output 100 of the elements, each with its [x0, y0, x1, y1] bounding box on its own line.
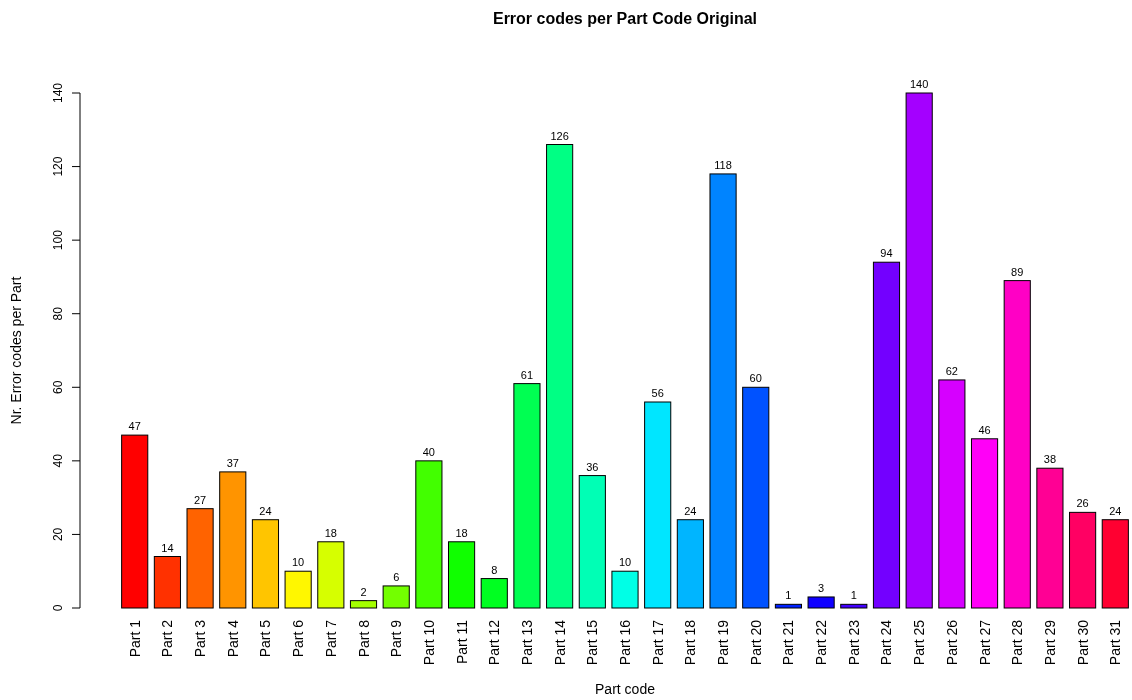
bar	[938, 379, 966, 609]
bar	[807, 596, 835, 609]
x-tick-label: Part 12	[486, 619, 503, 666]
x-tick-label: Part 9	[388, 619, 405, 658]
y-tick-label: 20	[51, 527, 65, 542]
bar	[415, 460, 443, 609]
x-tick-label: Part 7	[322, 619, 339, 658]
x-tick-label: Part 28	[1009, 619, 1026, 666]
x-tick-label: Part 24	[878, 619, 895, 666]
data-label: 6	[393, 570, 400, 583]
bar	[513, 383, 541, 609]
data-label: 126	[550, 129, 569, 142]
bar	[546, 144, 574, 609]
data-label: 140	[910, 78, 929, 90]
bar	[840, 603, 868, 609]
x-tick-label: Part 5	[257, 619, 274, 658]
y-tick-label: 80	[51, 306, 65, 321]
data-label: 14	[161, 541, 174, 554]
data-label: 61	[520, 368, 534, 381]
data-label: 27	[193, 493, 207, 506]
x-tick-label: Part 17	[649, 619, 666, 666]
bar	[709, 173, 737, 609]
x-tick-label: Part 15	[584, 619, 601, 666]
data-label: 56	[651, 387, 664, 399]
data-label: 10	[618, 556, 632, 569]
x-tick-label: Part 26	[943, 619, 960, 666]
bar	[644, 401, 672, 609]
x-tick-label: Part 18	[682, 619, 699, 666]
x-tick-label: Part 16	[617, 619, 633, 666]
bar	[480, 578, 508, 609]
bar	[349, 600, 378, 609]
bar	[970, 438, 999, 609]
x-tick-label: Part 21	[780, 619, 797, 666]
x-tick-label: Part 1	[126, 619, 143, 658]
data-label: 40	[422, 445, 436, 458]
data-label: 10	[292, 556, 305, 569]
x-tick-label: Part 19	[715, 619, 732, 666]
y-tick-label: 100	[51, 229, 65, 251]
bar	[219, 471, 247, 609]
x-tick-label: Part 2	[159, 619, 176, 658]
bar	[251, 519, 280, 609]
x-tick-label: Part 11	[453, 619, 470, 665]
data-label: 2	[360, 585, 367, 598]
x-tick-label: Part 4	[224, 619, 241, 658]
x-tick-label: Part 20	[747, 619, 764, 666]
x-tick-label: Part 10	[420, 619, 437, 666]
bar	[905, 92, 933, 609]
data-label: 37	[226, 456, 239, 469]
x-tick-label: Part 3	[192, 619, 209, 658]
x-axis-title: Part code	[595, 681, 656, 697]
data-label: 18	[455, 526, 468, 539]
bar	[1069, 511, 1097, 609]
x-tick-label: Part 23	[845, 619, 862, 666]
y-tick-label: 60	[51, 380, 65, 394]
data-label: 8	[491, 563, 498, 576]
x-tick-label: Part 30	[1074, 619, 1091, 666]
data-label: 47	[128, 420, 141, 433]
x-tick-label: Part 22	[813, 619, 830, 666]
data-label: 26	[1076, 497, 1089, 510]
bar	[742, 386, 770, 609]
bar	[1101, 519, 1129, 609]
data-label: 3	[818, 581, 825, 594]
data-label: 24	[684, 504, 697, 517]
data-label: 18	[324, 526, 337, 539]
data-label: 38	[1043, 453, 1057, 466]
bar	[1003, 280, 1031, 609]
data-label: 1	[785, 589, 792, 602]
bar	[448, 541, 476, 609]
bar	[1036, 467, 1064, 609]
data-label: 46	[978, 423, 991, 436]
bar	[872, 261, 901, 609]
bar	[153, 556, 181, 609]
bar	[121, 434, 149, 609]
y-tick-label: 0	[51, 604, 65, 612]
bar	[676, 519, 704, 609]
bar	[186, 508, 214, 609]
y-tick-label: 40	[51, 453, 65, 468]
bar	[284, 570, 312, 609]
data-label: 60	[749, 372, 762, 385]
x-tick-label: Part 13	[518, 619, 535, 666]
y-axis-title: Nr. Error codes per Part	[8, 276, 24, 425]
data-label: 94	[880, 247, 893, 260]
x-tick-label: Part 14	[551, 619, 568, 666]
data-label: 24	[259, 504, 272, 517]
x-tick-label: Part 29	[1041, 619, 1058, 666]
data-label: 36	[586, 460, 599, 473]
data-label: 118	[714, 158, 732, 171]
bar	[578, 475, 606, 609]
bar	[611, 570, 639, 609]
data-label: 89	[1011, 265, 1024, 278]
x-tick-label: Part 8	[355, 619, 372, 658]
bar	[774, 603, 802, 609]
bar	[382, 585, 410, 609]
y-tick-label: 120	[51, 156, 65, 177]
x-tick-label: Part 27	[976, 619, 993, 666]
data-label: 62	[945, 364, 958, 377]
data-label: 24	[1109, 504, 1122, 517]
data-label: 1	[850, 589, 857, 602]
y-tick-label: 140	[51, 82, 65, 104]
bar	[317, 541, 345, 609]
